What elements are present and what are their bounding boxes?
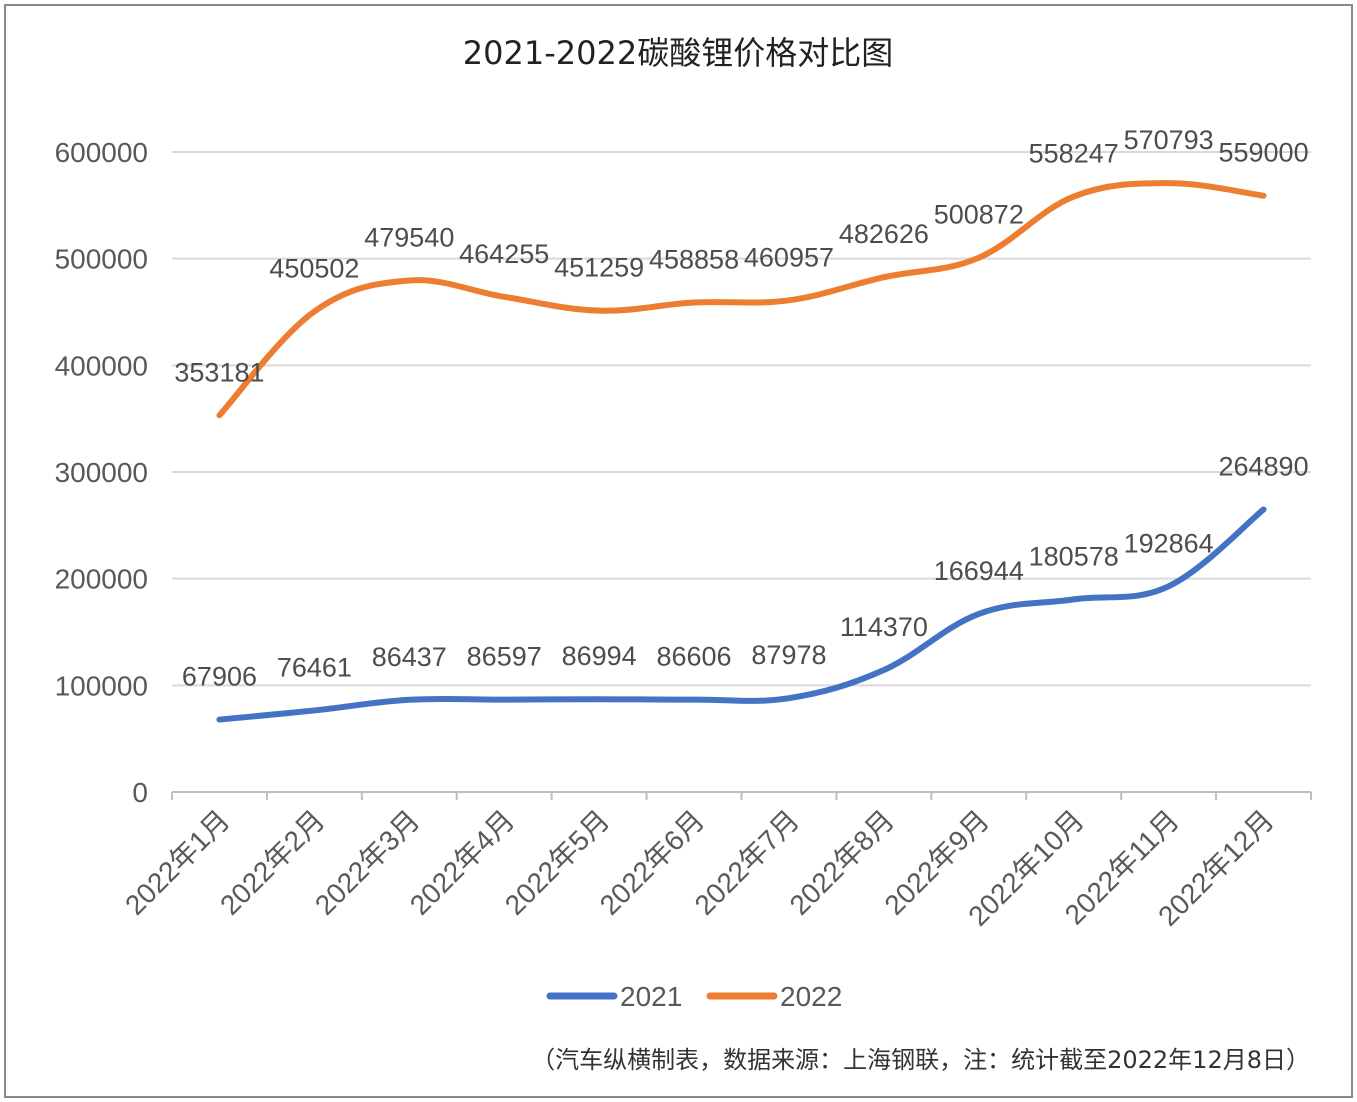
- y-axis: 0 100000 200000 300000 400000 500000 600000: [55, 137, 148, 808]
- series-group: [216, 180, 1267, 723]
- data-label-2021: 180578: [1029, 541, 1119, 571]
- y-tick-label: 200000: [55, 564, 148, 595]
- data-labels: 67906 76461 86437 86597 86994 86606 87978 11437…: [174, 125, 1308, 691]
- gridlines: [172, 151, 1311, 687]
- data-label-2022: 479540: [364, 222, 454, 252]
- series-line-2021: [216, 506, 1267, 723]
- y-tick-label: 300000: [55, 457, 148, 488]
- data-label-2022: 464255: [459, 239, 549, 269]
- data-label-2022: 451259: [554, 253, 644, 283]
- source-note: （汽车纵横制表，数据来源：上海钢联，注：统计截至2022年12月8日）: [531, 1046, 1310, 1074]
- data-label-2021: 86606: [656, 642, 731, 672]
- data-label-2022: 570793: [1124, 125, 1214, 155]
- data-label-2022: 482626: [839, 219, 929, 249]
- data-label-2021: 76461: [277, 652, 352, 682]
- data-label-2022: 460957: [744, 242, 834, 272]
- x-axis: 2022年1月2022年2月2022年3月2022年4月2022年5月2022年…: [119, 791, 1312, 932]
- data-label-2021: 67906: [182, 662, 257, 692]
- y-tick-label: 0: [132, 777, 148, 808]
- data-label-2022: 500872: [934, 200, 1024, 230]
- data-label-2021: 114370: [840, 612, 928, 642]
- y-tick-label: 100000: [55, 670, 148, 701]
- data-label-2021: 87978: [751, 640, 826, 670]
- data-label-2022: 450502: [269, 253, 359, 283]
- data-label-2022: 458858: [649, 245, 739, 275]
- data-label-2021: 86994: [562, 641, 637, 671]
- chart-title: 2021-2022碳酸锂价格对比图: [463, 34, 893, 72]
- data-label-2022: 353181: [174, 357, 264, 387]
- y-tick-label: 400000: [55, 350, 148, 381]
- data-label-2021: 264890: [1218, 451, 1308, 481]
- data-label-2021: 86437: [372, 642, 447, 672]
- data-label-2021: 166944: [934, 556, 1024, 586]
- legend-label-2022: 2022: [780, 981, 842, 1012]
- y-tick-label: 500000: [55, 244, 148, 275]
- data-label-2022: 559000: [1218, 138, 1308, 168]
- y-tick-label: 600000: [55, 137, 148, 168]
- series-line-2022: [216, 180, 1267, 419]
- data-label-2021: 86597: [467, 642, 542, 672]
- data-label-2022: 558247: [1029, 139, 1119, 169]
- legend: 2021 2022: [546, 981, 842, 1012]
- data-label-2021: 192864: [1124, 528, 1214, 558]
- legend-label-2021: 2021: [620, 981, 682, 1012]
